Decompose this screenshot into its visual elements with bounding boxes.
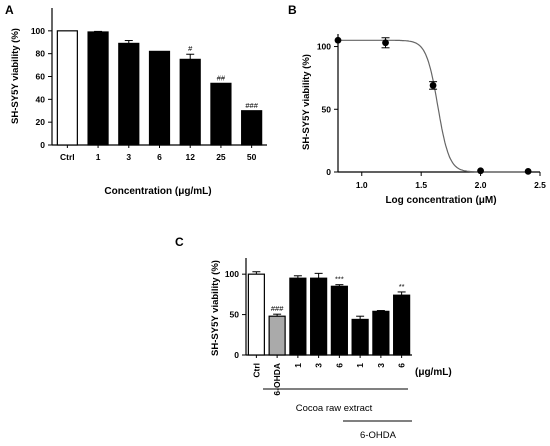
panel-a-bar: [148, 50, 171, 146]
panel-b-y-tick-label: 50: [322, 104, 332, 114]
panel-c-x-tick-label: 6: [334, 363, 344, 368]
panel-c-x-tick-label: 1: [293, 363, 303, 368]
panel-a-significance-label: ##: [217, 73, 226, 82]
panel-b-x-tick-label: 2.5: [534, 180, 546, 190]
panel-a-y-label: SH-SY5Y viability (%): [10, 28, 21, 124]
panel-c-bar: [268, 315, 286, 356]
panel-a-x-tick-label: 12: [185, 152, 195, 162]
panel-a-x-label: Concentration (μg/mL): [104, 186, 211, 197]
panel-a-x-tick-label: 50: [247, 152, 257, 162]
panel-c-chart: SH-SY5Y viability (%) (μg/mL) Cocoa raw …: [210, 258, 452, 441]
panel-c-x-tick-label: 3: [314, 363, 324, 368]
panel-a-significance-label: ###: [245, 101, 258, 110]
panel-c-y-tick-label: 50: [230, 310, 240, 320]
panel-a-bar: [56, 30, 78, 146]
panel-b-y-tick-label: 0: [326, 167, 331, 177]
panel-a-bar: [179, 58, 201, 146]
panel-b-x-tick-label: 2.0: [475, 180, 487, 190]
panel-a-y-tick-label: 100: [31, 26, 45, 36]
panel-c-letter: C: [175, 235, 184, 249]
panel-a-y-tick-label: 40: [36, 94, 46, 104]
panel-c-x-tick-label: 3: [376, 363, 386, 368]
panel-a-chart: SH-SY5Y viability (%) Concentration (μg/…: [10, 8, 267, 197]
panel-b-data-point: [334, 36, 342, 44]
panel-a-significance-label: #: [188, 44, 193, 53]
panel-c-bar: [372, 310, 390, 356]
panel-b-data-point: [477, 167, 484, 175]
panel-c-bar: [393, 294, 411, 356]
panel-c-y-tick-label: 100: [225, 269, 239, 279]
panel-a-x-tick-label: 25: [216, 152, 226, 162]
panel-c-significance-label: ***: [335, 275, 344, 284]
panel-c-y-label: SH-SY5Y viability (%): [210, 260, 221, 356]
panel-c-group-label-2: 6-OHDA: [360, 430, 397, 441]
panel-b-y-label: SH-SY5Y viability (%): [301, 54, 312, 150]
panel-c-unit-label: (μg/mL): [415, 367, 452, 378]
panel-c-bar: [330, 285, 348, 356]
panel-a-letter: A: [5, 3, 14, 17]
panel-c-bar: [351, 318, 369, 356]
panel-b-letter: B: [288, 3, 297, 17]
panel-a-x-tick-label: 1: [96, 152, 101, 162]
panel-c-bar: [247, 273, 265, 356]
panel-c-y-tick-label: 0: [234, 350, 239, 360]
panel-a-x-tick-label: Ctrl: [60, 152, 75, 162]
panel-c-x-tick-label: 1: [355, 363, 365, 368]
panel-c-group-label-1: Cocoa raw extract: [296, 403, 373, 414]
panel-a-x-tick-label: 3: [126, 152, 131, 162]
panel-a-bar: [241, 110, 263, 146]
panel-c-x-tick-label: 6-OHDA: [272, 363, 282, 396]
panel-b-fit-curve: [338, 39, 531, 173]
panel-a-y-tick-label: 60: [36, 72, 46, 82]
panel-b-data-point: [524, 167, 532, 175]
panel-a-y-tick-label: 20: [36, 117, 46, 127]
panel-a-bar: [210, 82, 232, 146]
panel-b-chart: SH-SY5Y viability (%) Log concentration …: [301, 34, 546, 206]
panel-a-x-tick-label: 6: [157, 152, 162, 162]
panel-c-x-tick-label: 6: [397, 363, 407, 368]
panel-b-y-tick-label: 100: [317, 42, 331, 52]
panel-a-bar: [87, 31, 109, 146]
panel-b-data-point: [382, 39, 389, 47]
panel-b-data-point: [429, 82, 437, 89]
panel-c-x-tick-label: Ctrl: [251, 363, 261, 378]
panel-c-significance-label: **: [399, 282, 405, 291]
panel-a-y-tick-label: 80: [36, 49, 46, 59]
panel-c-bar: [310, 277, 328, 356]
panel-c-bar: [289, 277, 307, 356]
panel-b-x-tick-label: 1.5: [415, 180, 427, 190]
panel-b-x-label: Log concentration (μM): [385, 195, 496, 206]
panel-a-bar: [118, 42, 140, 146]
panel-a-y-tick-label: 0: [40, 140, 45, 150]
panel-c-significance-label: ###: [271, 304, 284, 313]
panel-b-x-tick-label: 1.0: [356, 180, 368, 190]
